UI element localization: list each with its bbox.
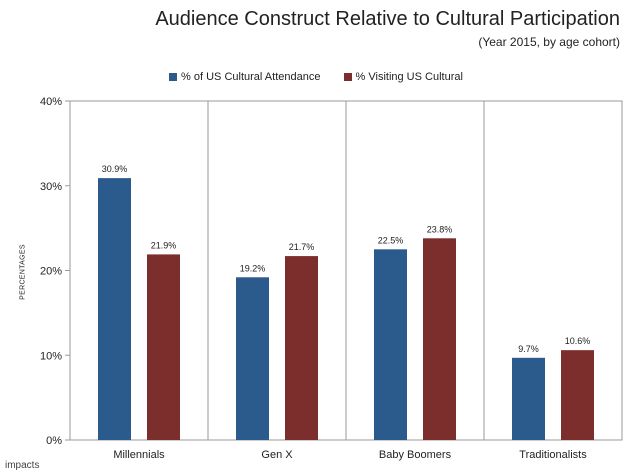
source-logo: impacts bbox=[5, 460, 40, 471]
data-label: 10.6% bbox=[565, 336, 591, 346]
bar bbox=[285, 256, 318, 440]
y-tick-label: 0% bbox=[46, 435, 62, 447]
data-label: 30.9% bbox=[102, 164, 128, 174]
legend-label-visiting: % Visiting US Cultural bbox=[355, 71, 463, 83]
y-tick-label: 40% bbox=[40, 96, 62, 108]
legend-item-visiting: % Visiting US Cultural bbox=[343, 71, 463, 83]
bar bbox=[98, 178, 131, 440]
bar bbox=[236, 277, 269, 440]
legend-swatch-visiting bbox=[343, 73, 352, 81]
data-label: 19.2% bbox=[240, 263, 266, 273]
bar bbox=[147, 254, 180, 440]
legend: % of US Cultural Attendance % Visiting U… bbox=[0, 71, 632, 84]
x-tick-label: Baby Boomers bbox=[379, 449, 452, 461]
data-label: 22.5% bbox=[378, 235, 404, 245]
legend-swatch-attendance bbox=[169, 73, 178, 81]
chart-subtitle: (Year 2015, by age cohort) bbox=[478, 35, 620, 49]
x-tick-label: Millennials bbox=[113, 449, 165, 461]
bar bbox=[423, 238, 456, 440]
data-label: 21.7% bbox=[289, 242, 315, 252]
data-label: 9.7% bbox=[518, 344, 539, 354]
legend-label-attendance: % of US Cultural Attendance bbox=[181, 71, 321, 83]
data-label: 21.9% bbox=[151, 240, 177, 250]
x-tick-label: Traditionalists bbox=[519, 449, 587, 461]
bar bbox=[512, 357, 545, 440]
y-tick-label: 10% bbox=[40, 350, 62, 362]
x-tick-label: Gen X bbox=[261, 449, 293, 461]
y-tick-label: 20% bbox=[40, 266, 62, 278]
legend-item-attendance: % of US Cultural Attendance bbox=[169, 71, 320, 83]
y-tick-label: 30% bbox=[40, 181, 62, 193]
bar bbox=[561, 350, 594, 440]
chart-title: Audience Construct Relative to Cultural … bbox=[155, 8, 620, 30]
bar bbox=[374, 249, 407, 440]
data-label: 23.8% bbox=[427, 224, 453, 234]
